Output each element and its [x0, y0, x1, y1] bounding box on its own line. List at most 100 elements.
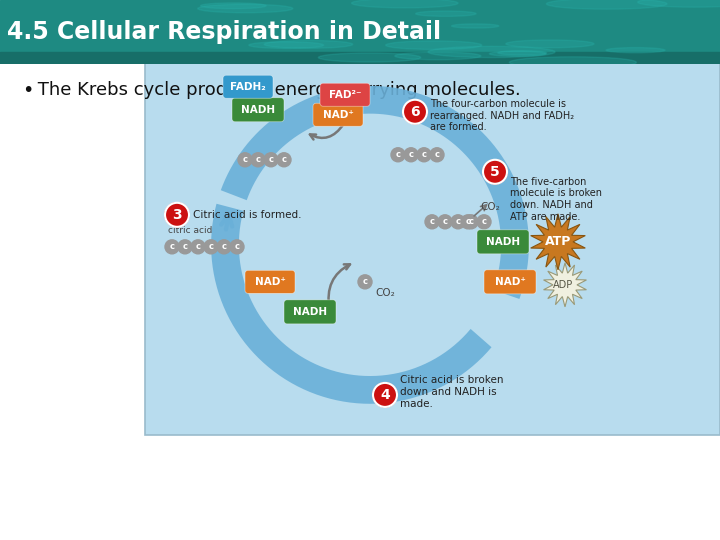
Circle shape [461, 215, 475, 229]
Text: FADH₂: FADH₂ [230, 82, 266, 92]
Circle shape [498, 51, 546, 55]
Text: NAD⁺: NAD⁺ [495, 277, 526, 287]
Circle shape [277, 153, 291, 167]
Circle shape [477, 215, 491, 229]
Text: NADH: NADH [241, 105, 275, 114]
Text: c: c [235, 242, 240, 251]
Text: c: c [169, 242, 174, 251]
Text: 4: 4 [380, 388, 390, 402]
Text: c: c [282, 156, 287, 164]
Polygon shape [531, 214, 585, 270]
Text: 3: 3 [172, 208, 182, 222]
Circle shape [201, 3, 266, 9]
Text: c: c [421, 150, 426, 159]
Circle shape [395, 52, 481, 60]
Circle shape [438, 215, 452, 229]
Circle shape [165, 203, 189, 227]
FancyBboxPatch shape [313, 103, 363, 126]
Text: c: c [209, 242, 214, 251]
Circle shape [490, 51, 546, 56]
Circle shape [417, 148, 431, 162]
Circle shape [230, 240, 244, 254]
FancyBboxPatch shape [145, 15, 720, 435]
Text: NADH: NADH [293, 307, 327, 317]
Circle shape [606, 48, 665, 53]
Text: c: c [243, 156, 248, 164]
Circle shape [191, 240, 205, 254]
FancyBboxPatch shape [223, 75, 273, 98]
Text: 6: 6 [410, 105, 420, 119]
Text: ATP: ATP [545, 235, 571, 248]
Text: NAD⁺: NAD⁺ [323, 110, 354, 120]
Circle shape [425, 215, 439, 229]
Text: c: c [408, 150, 413, 159]
Text: 5: 5 [490, 165, 500, 179]
Circle shape [483, 160, 507, 184]
Circle shape [198, 4, 293, 13]
Text: c: c [256, 156, 261, 164]
Circle shape [204, 240, 218, 254]
Circle shape [386, 41, 482, 50]
Text: c: c [443, 217, 448, 226]
FancyBboxPatch shape [477, 230, 529, 254]
Text: c: c [482, 217, 487, 226]
Text: c: c [469, 217, 474, 226]
Circle shape [373, 383, 397, 407]
Circle shape [358, 275, 372, 289]
Text: ADP: ADP [553, 280, 573, 290]
Text: FAD²⁻: FAD²⁻ [329, 90, 361, 100]
Bar [0, 52, 720, 64]
Text: The five-carbon
molecule is broken
down. NADH and
ATP are made.: The five-carbon molecule is broken down.… [510, 177, 602, 221]
Circle shape [318, 53, 420, 62]
Circle shape [264, 40, 353, 48]
Circle shape [509, 57, 636, 68]
Text: c: c [430, 217, 434, 226]
Circle shape [464, 215, 478, 229]
FancyBboxPatch shape [284, 300, 336, 324]
Circle shape [264, 153, 278, 167]
Text: c: c [456, 217, 461, 226]
Polygon shape [544, 263, 587, 307]
Circle shape [251, 153, 265, 167]
Text: c: c [269, 156, 274, 164]
Text: The four-carbon molecule is
rearranged. NADH and FADH₂
are formed.: The four-carbon molecule is rearranged. … [430, 99, 574, 132]
Text: c: c [395, 150, 400, 159]
Text: c: c [434, 150, 439, 159]
Text: c: c [362, 278, 367, 286]
Circle shape [403, 100, 427, 124]
Circle shape [238, 153, 252, 167]
Circle shape [178, 240, 192, 254]
Circle shape [351, 0, 458, 8]
Text: CO₂: CO₂ [480, 202, 500, 212]
Text: 4.5 Cellular Respiration in Detail: 4.5 Cellular Respiration in Detail [7, 20, 441, 44]
FancyBboxPatch shape [484, 270, 536, 294]
Text: Citric acid is formed.: Citric acid is formed. [193, 210, 302, 220]
Text: c: c [222, 242, 227, 251]
Circle shape [546, 0, 667, 9]
Circle shape [249, 42, 324, 49]
Circle shape [428, 46, 555, 58]
Circle shape [451, 215, 465, 229]
Circle shape [430, 148, 444, 162]
FancyBboxPatch shape [245, 271, 295, 293]
Circle shape [415, 11, 476, 16]
Circle shape [506, 40, 594, 48]
Text: Citric acid is broken
down and NADH is
made.: Citric acid is broken down and NADH is m… [400, 375, 503, 409]
Text: citric acid: citric acid [168, 226, 212, 235]
Text: CO₂: CO₂ [375, 288, 395, 298]
Text: NADH: NADH [486, 237, 520, 247]
Circle shape [391, 148, 405, 162]
Text: c: c [196, 242, 200, 251]
Circle shape [404, 148, 418, 162]
Text: The Krebs cycle produces energy-carrying molecules.: The Krebs cycle produces energy-carrying… [32, 80, 521, 99]
Text: NAD⁺: NAD⁺ [255, 277, 285, 287]
Circle shape [638, 0, 720, 7]
Circle shape [451, 24, 499, 28]
Text: •: • [22, 80, 33, 100]
Text: c: c [182, 242, 187, 251]
FancyBboxPatch shape [232, 98, 284, 122]
Text: c: c [466, 217, 470, 226]
FancyBboxPatch shape [320, 83, 370, 106]
Circle shape [165, 240, 179, 254]
Circle shape [217, 240, 231, 254]
